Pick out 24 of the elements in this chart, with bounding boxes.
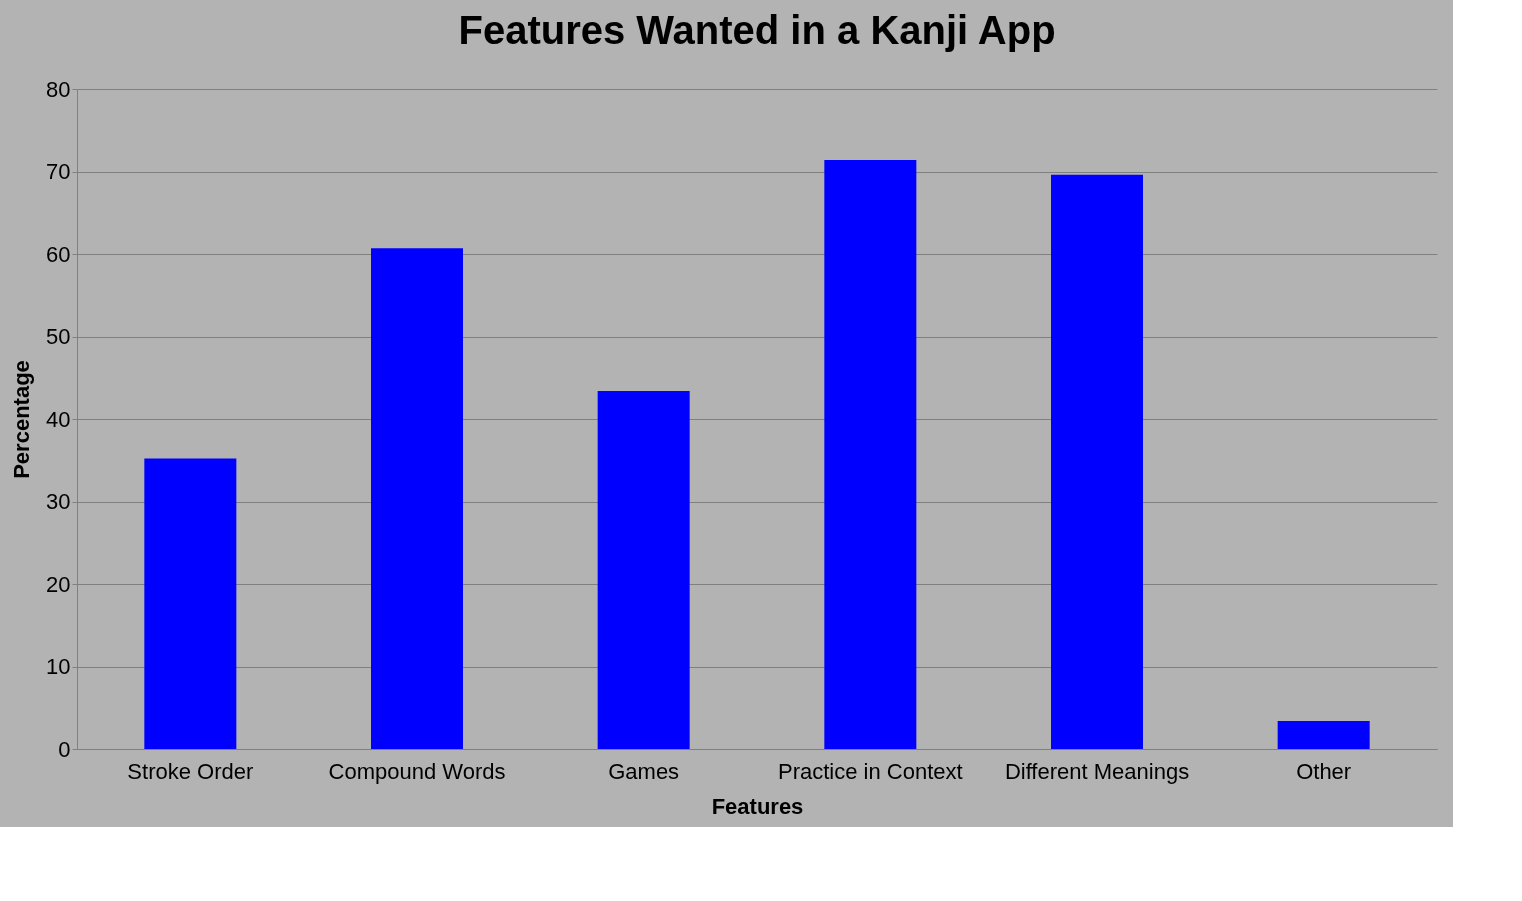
y-tick-label: 10: [46, 654, 71, 679]
y-tick-label: 70: [46, 159, 71, 184]
bar: [824, 159, 917, 749]
x-tick-label: Stroke Order: [127, 758, 254, 784]
y-tick-label: 0: [58, 736, 71, 762]
y-tick-label: 60: [46, 241, 71, 267]
x-axis-title: Features: [711, 793, 804, 819]
x-tick-label: Practice in Context: [778, 758, 963, 784]
y-axis-title: Percentage: [9, 360, 35, 479]
x-tick-label: Different Meanings: [1004, 758, 1190, 784]
y-tick-label: 80: [46, 76, 71, 102]
x-tick-label: Compound Words: [328, 758, 506, 784]
y-tick-label: 20: [46, 571, 71, 597]
y-tick-label: 40: [46, 406, 71, 432]
chart-title: Features Wanted in a Kanji App: [458, 8, 1056, 52]
bar: [371, 248, 463, 749]
bar: [597, 390, 690, 749]
bar: [144, 458, 237, 749]
y-tick-label: 50: [46, 324, 71, 349]
bar: [1051, 174, 1143, 749]
x-tick-label: Other: [1296, 758, 1352, 784]
x-tick-label: Games: [608, 758, 680, 784]
y-tick-label: 30: [46, 489, 71, 514]
bar: [1277, 720, 1370, 749]
